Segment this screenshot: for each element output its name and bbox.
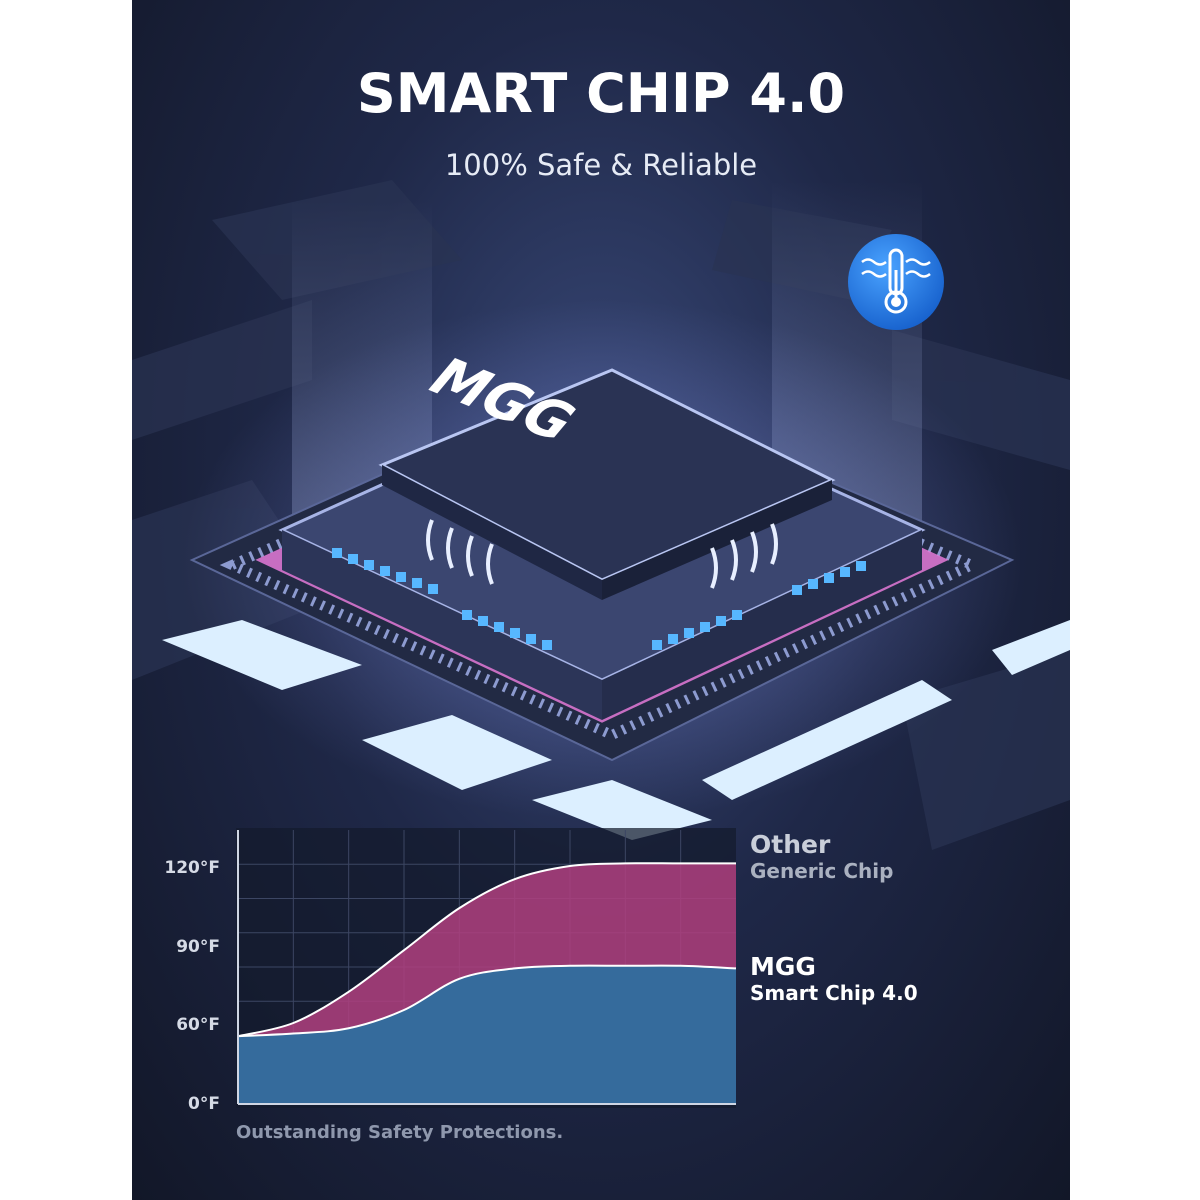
legend-mgg-smart-chip: MGG Smart Chip 4.0 (750, 952, 918, 1005)
legend-mgg-line2: Smart Chip 4.0 (750, 981, 918, 1005)
thermometer-icon (848, 234, 944, 330)
chart-areas (237, 862, 737, 1104)
legend-other-line2: Generic Chip (750, 859, 894, 883)
product-panel: MGG SMART CHIP 4.0 100% Safe & Reliable … (132, 0, 1070, 1200)
legend-other-generic-chip: Other Generic Chip (750, 830, 893, 883)
y-axis-ticks: 120°F 90°F 60°F 0°F (164, 858, 220, 1114)
legend-other-line1: Other (750, 830, 831, 859)
y-tick-label: 0°F (188, 1094, 220, 1114)
series-mgg-smart-chip-line (237, 964, 737, 1038)
legend-mgg-line1: MGG (750, 952, 816, 981)
y-tick-label: 90°F (176, 937, 220, 957)
chart-caption: Outstanding Safety Protections. (236, 1122, 564, 1143)
y-tick-label: 60°F (176, 1015, 220, 1035)
subheadline: 100% Safe & Reliable (444, 148, 758, 182)
temperature-chart: 120°F 90°F 60°F 0°F (164, 830, 737, 1114)
chip-package: MGG (189, 349, 1015, 762)
light-bars (162, 620, 1070, 840)
series-other-generic-chip-line (237, 862, 737, 1038)
y-tick-label: 120°F (164, 858, 220, 878)
chip-illustration: MGG (132, 180, 1070, 1108)
headline: SMART CHIP 4.0 (356, 62, 846, 125)
series-mgg-smart-chip-area (238, 965, 736, 1104)
